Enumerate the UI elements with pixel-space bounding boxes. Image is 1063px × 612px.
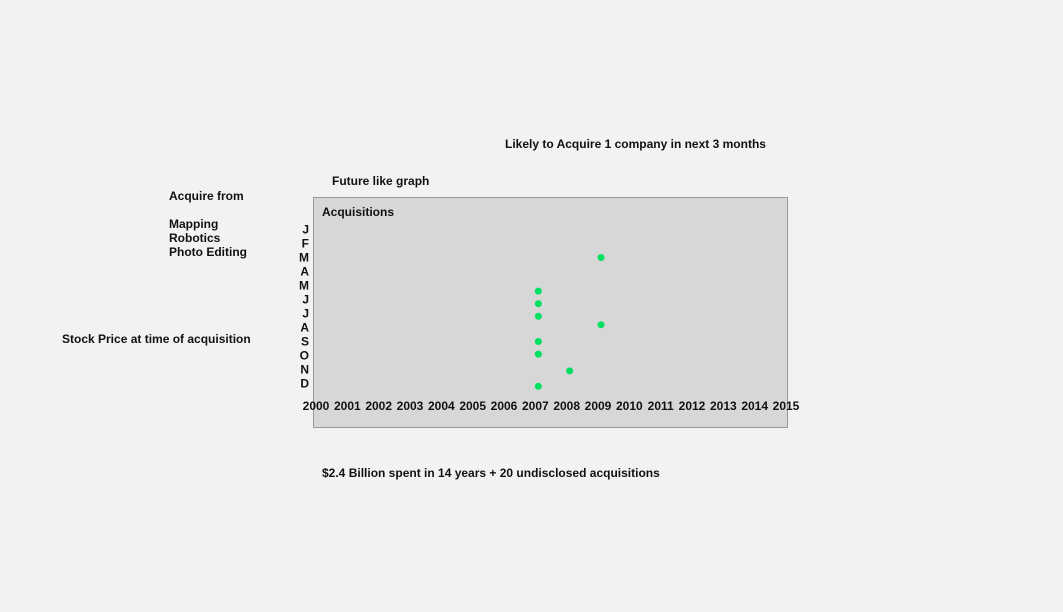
y-tick-label: S: [301, 335, 309, 349]
stock-price-label: Stock Price at time of acquisition: [62, 332, 251, 346]
x-tick-label: 2013: [710, 399, 737, 413]
x-tick-label: 2002: [365, 399, 392, 413]
acquire-item-mapping: Mapping: [169, 217, 219, 231]
y-tick-label: M: [299, 251, 309, 265]
x-tick-label: 2007: [522, 399, 549, 413]
x-tick-label: 2015: [773, 399, 800, 413]
y-tick-label: J: [302, 223, 309, 237]
x-tick-label: 2006: [491, 399, 518, 413]
y-tick-label: O: [300, 349, 309, 363]
y-tick-label: J: [302, 293, 309, 307]
y-tick-label: F: [302, 237, 309, 251]
y-tick-label: N: [300, 363, 309, 377]
data-point: [534, 382, 542, 390]
y-tick-label: M: [299, 279, 309, 293]
chart-title: Acquisitions: [322, 205, 395, 219]
x-tick-label: 2011: [648, 399, 674, 413]
data-point: [534, 338, 542, 345]
data-point: [534, 287, 542, 295]
acquire-item-robotics: Robotics: [169, 231, 221, 245]
y-tick-label: D: [300, 377, 309, 391]
x-tick-label: 2010: [616, 399, 643, 413]
x-tick-label: 2008: [553, 399, 580, 413]
graph-subtitle: Future like graph: [332, 174, 430, 188]
data-point: [534, 300, 542, 308]
y-tick-label: A: [300, 265, 309, 279]
acquire-list: Mapping Robotics Photo Editing: [169, 217, 247, 259]
y-tick-label: J: [302, 307, 309, 321]
data-point: [597, 321, 605, 329]
x-tick-label: 2004: [428, 399, 455, 413]
x-tick-label: 2005: [459, 399, 486, 413]
data-point: [566, 367, 574, 375]
data-point: [534, 350, 542, 358]
chart-plot-area: [313, 197, 788, 428]
summary-text: $2.4 Billion spent in 14 years + 20 undi…: [322, 466, 660, 480]
acquire-item-photo-editing: Photo Editing: [169, 245, 247, 259]
x-tick-label: 2009: [585, 399, 612, 413]
x-tick-label: 2000: [303, 399, 330, 413]
x-tick-label: 2014: [741, 399, 768, 413]
x-tick-label: 2012: [679, 399, 706, 413]
prediction-text: Likely to Acquire 1 company in next 3 mo…: [505, 137, 766, 151]
data-point: [597, 254, 605, 261]
data-point: [534, 312, 542, 320]
y-tick-label: A: [300, 321, 309, 335]
x-tick-label: 2001: [334, 399, 361, 413]
x-tick-label: 2003: [397, 399, 424, 413]
acquire-heading: Acquire from: [169, 189, 244, 203]
